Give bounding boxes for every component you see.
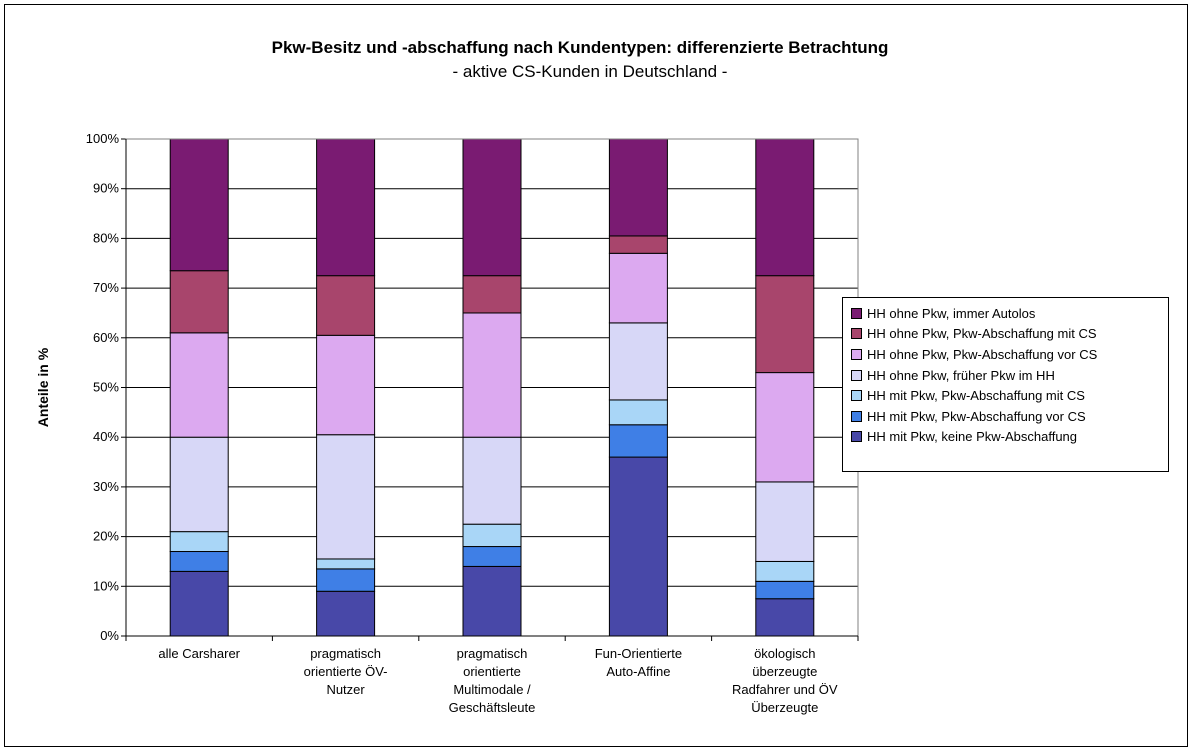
- bar-segment: [608, 456, 668, 637]
- bar-segment: [755, 580, 815, 600]
- legend-item: HH mit Pkw, keine Pkw-Abschaffung: [851, 427, 1168, 448]
- bar-segment: [755, 138, 815, 277]
- y-tick-label: 50%: [93, 380, 119, 395]
- bar-segment: [608, 235, 668, 254]
- bar-segment: [169, 138, 229, 272]
- bar-segment: [316, 590, 376, 637]
- chart-title: Pkw-Besitz und -abschaffung nach Kundent…: [271, 38, 889, 57]
- legend-item: HH ohne Pkw, Pkw-Abschaffung vor CS: [851, 344, 1168, 365]
- bar-segment: [316, 275, 376, 336]
- bar-segment: [755, 372, 815, 483]
- legend-item: HH mit Pkw, Pkw-Abschaffung mit CS: [851, 385, 1168, 406]
- bar-segment: [462, 523, 522, 548]
- bar-segment: [462, 275, 522, 314]
- x-tick-label: ökologisch überzeugte Radfahrer und ÖV Über…: [732, 646, 838, 715]
- y-tick-label: 60%: [93, 330, 119, 345]
- legend-label: HH ohne Pkw, Pkw-Abschaffung vor CS: [867, 346, 1098, 362]
- legend-label: HH mit Pkw, keine Pkw-Abschaffung: [867, 429, 1078, 445]
- legend-label: HH ohne Pkw, früher Pkw im HH: [867, 367, 1055, 383]
- bar-segment: [608, 424, 668, 458]
- legend-swatch: [851, 348, 862, 360]
- legend-swatch: [851, 431, 862, 443]
- bar-segment: [462, 546, 522, 567]
- bar-segment: [462, 565, 522, 637]
- y-tick-label: 20%: [93, 529, 119, 544]
- bar-segment: [169, 332, 229, 438]
- legend-swatch: [851, 307, 862, 319]
- bar-segment: [755, 275, 815, 374]
- chart-subtitle: - aktive CS-Kunden in Deutschland -: [452, 62, 728, 81]
- x-tick-label: Fun-Orientierte Auto-Affine: [595, 646, 682, 679]
- bar-segment: [169, 531, 229, 553]
- bar-segment: [462, 312, 522, 438]
- bar-segment: [755, 598, 815, 637]
- legend-swatch: [851, 390, 862, 402]
- y-tick-label: 30%: [93, 479, 119, 494]
- legend-swatch: [851, 410, 862, 422]
- bar-segment: [316, 334, 376, 436]
- y-tick-label: 100%: [86, 131, 120, 146]
- bar-segment: [169, 551, 229, 572]
- bar-segment: [169, 436, 229, 533]
- y-tick-label: 90%: [93, 181, 119, 196]
- bar-segment: [169, 270, 229, 334]
- y-tick-label: 0%: [100, 628, 119, 643]
- legend-label: HH ohne Pkw, immer Autolos: [867, 305, 1036, 321]
- x-tick-label: alle Carsharer: [158, 646, 240, 661]
- legend-item: HH mit Pkw, Pkw-Abschaffung vor CS: [851, 406, 1168, 427]
- bar-segment: [608, 138, 668, 237]
- x-tick-label: pragmatisch orientierte ÖV-Nutzer: [304, 646, 388, 697]
- legend-label: HH mit Pkw, Pkw-Abschaffung mit CS: [867, 388, 1085, 404]
- bar-segment: [169, 570, 229, 637]
- bar-segment: [608, 252, 668, 324]
- y-axis-label: Anteile in %: [35, 347, 51, 427]
- bar-segment: [462, 436, 522, 525]
- bar-segment: [316, 568, 376, 592]
- legend-item: HH ohne Pkw, immer Autolos: [851, 303, 1168, 324]
- legend-swatch: [851, 369, 862, 381]
- legend-item: HH ohne Pkw, früher Pkw im HH: [851, 365, 1168, 386]
- bar-segment: [755, 560, 815, 582]
- bar-segment: [316, 558, 376, 570]
- bar-segment: [462, 138, 522, 277]
- y-tick-label: 70%: [93, 280, 119, 295]
- chart-legend: HH ohne Pkw, immer Autolos HH ohne Pkw, P…: [842, 297, 1169, 472]
- bar-segment: [608, 399, 668, 426]
- legend-item: HH ohne Pkw, Pkw-Abschaffung mit CS: [851, 324, 1168, 345]
- y-tick-label: 40%: [93, 429, 119, 444]
- bar-segment: [608, 322, 668, 401]
- x-tick-label: pragmatisch orientierte Multimodale / Gesch…: [449, 646, 536, 715]
- y-tick-label: 10%: [93, 578, 119, 593]
- legend-swatch: [851, 328, 862, 340]
- bar-segment: [316, 138, 376, 277]
- bar-segment: [755, 481, 815, 562]
- legend-label: HH mit Pkw, Pkw-Abschaffung vor CS: [867, 408, 1086, 424]
- legend-label: HH ohne Pkw, Pkw-Abschaffung mit CS: [867, 326, 1097, 342]
- bar-segment: [316, 434, 376, 560]
- y-tick-label: 80%: [93, 230, 119, 245]
